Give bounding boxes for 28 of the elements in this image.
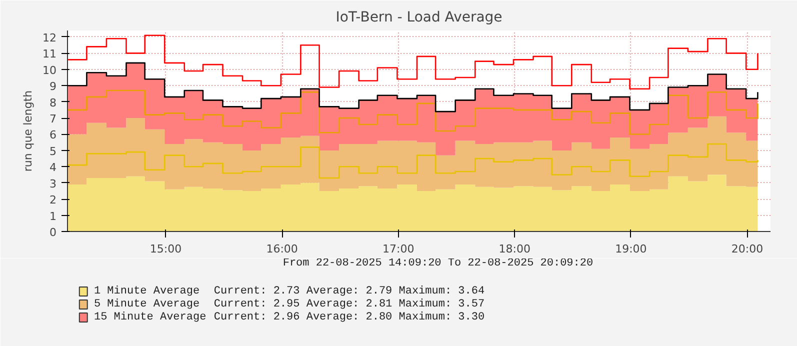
y-tick-label: 11 [42, 48, 57, 61]
x-tick-label: 16:00 [266, 242, 298, 256]
text: From 22-08-2025 14:09:20 To 22-08-2025 20:09:20 [282, 258, 594, 270]
chart-title: IoT-Bern - Load Average [336, 10, 502, 26]
x-tick-label: 15:00 [150, 242, 182, 256]
x-tick-label: 20:00 [731, 242, 764, 256]
y-tick-label: 4 [50, 161, 56, 174]
y-tick-label: 9 [50, 80, 56, 94]
text: Current: 2.73 Average: 2.79 Maximum: 3.64 [214, 286, 485, 298]
legend-label: 15 Minute Average [94, 312, 206, 324]
y-tick-label: 3 [50, 177, 56, 190]
y-tick-label: 8 [50, 96, 56, 110]
y-axis-title: run que length [22, 90, 35, 172]
y-tick-label: 2 [50, 194, 56, 207]
x-tick-label: 19:00 [615, 242, 647, 256]
y-tick-label: 0 [50, 226, 56, 239]
x-tick-label: 17:00 [382, 242, 414, 256]
y-tick-label: 10 [42, 64, 57, 77]
y-tick-label: 5 [50, 144, 56, 158]
y-tick-label: 7 [50, 112, 56, 126]
text: Current: 2.96 Average: 2.80 Maximum: 3.30 [214, 312, 485, 324]
legend-label: 5 Minute Average [94, 298, 200, 310]
y-tick-label: 12 [42, 31, 57, 44]
y-tick-label: 6 [50, 128, 56, 142]
text: Current: 2.95 Average: 2.81 Maximum: 3.57 [214, 298, 485, 310]
y-tick-label: 1 [50, 210, 56, 223]
legend-label: 1 Minute Average [94, 286, 200, 298]
x-tick-label: 18:00 [498, 242, 531, 256]
